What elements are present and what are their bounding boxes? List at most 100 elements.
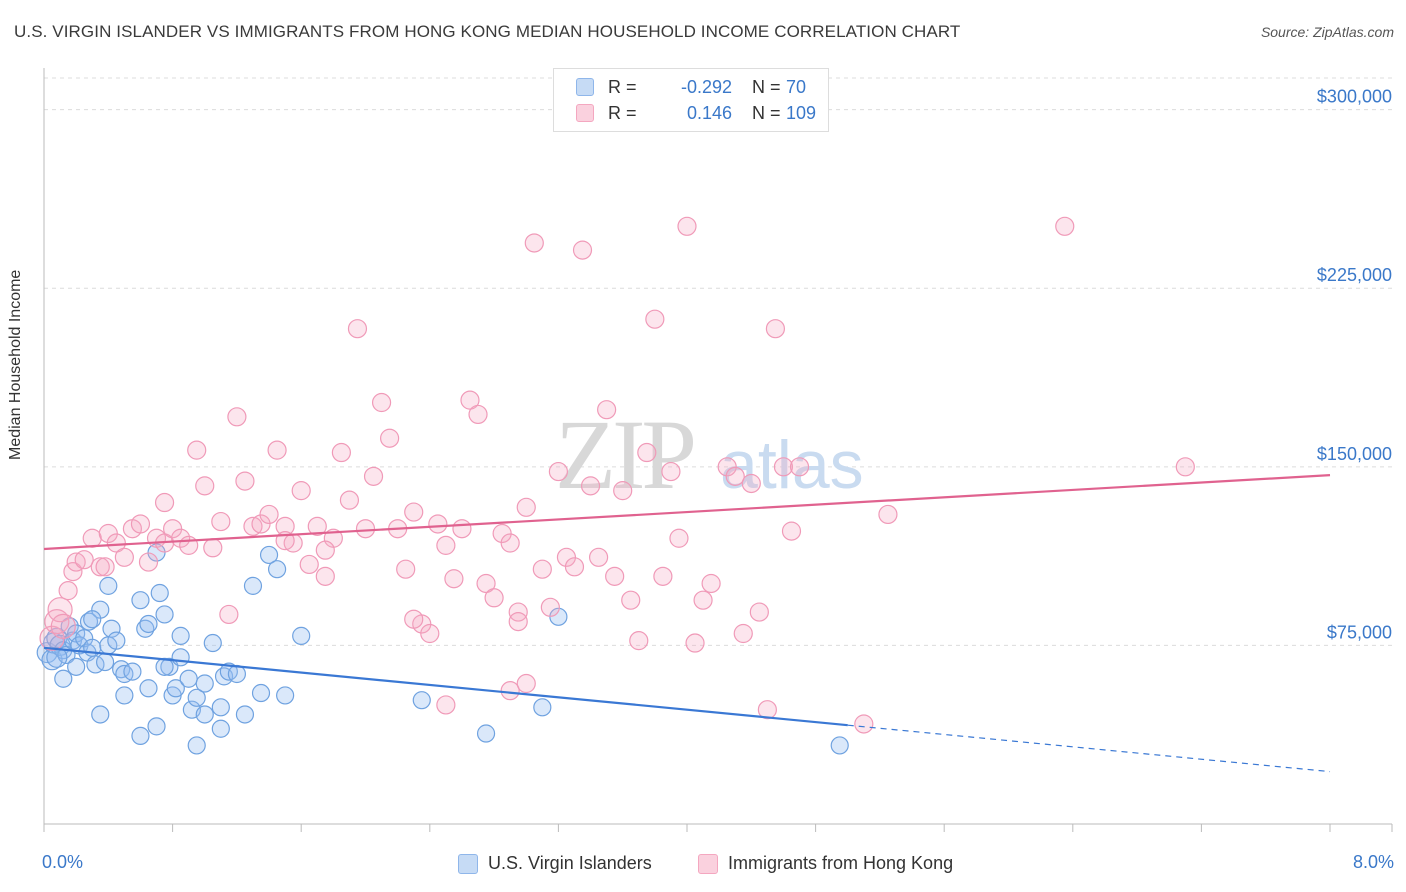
trend-line-virgin-islanders-extension [847,724,1331,773]
data-point-hong-kong [243,516,263,536]
data-point-hong-kong [267,440,287,460]
data-point-hong-kong [669,528,689,548]
watermark-zip: ZIP [555,399,693,510]
data-point-virgin-islanders [211,719,230,738]
data-point-hong-kong [404,502,424,522]
stats-n-value: 109 [786,103,817,123]
data-point-hong-kong [605,566,625,586]
data-point-hong-kong [371,392,392,413]
data-point-hong-kong [629,631,649,651]
data-point-virgin-islanders [46,646,68,668]
data-point-hong-kong [203,538,223,558]
data-point-hong-kong [90,557,110,577]
data-point-hong-kong [211,511,231,532]
data-point-hong-kong [460,390,480,410]
data-point-virgin-islanders [243,576,263,595]
data-point-hong-kong [516,497,536,517]
data-point-hong-kong [404,609,424,629]
data-point-hong-kong [701,573,721,594]
data-point-hong-kong [307,516,327,536]
data-point-hong-kong [524,233,544,253]
data-point-virgin-islanders [150,583,169,603]
data-point-virgin-islanders [171,648,190,667]
data-point-virgin-islanders [171,626,190,645]
data-point-hong-kong [572,240,593,260]
data-point-hong-kong [468,404,488,425]
legend-swatch-virgin-islanders [458,854,478,874]
data-point-hong-kong [355,519,376,539]
data-point-hong-kong [637,442,657,463]
y-tick-label: $225,000 [1317,265,1392,285]
data-point-virgin-islanders [533,698,552,717]
y-tick-label: $75,000 [1327,622,1392,642]
data-point-virgin-islanders [102,619,121,638]
data-point-hong-kong [540,597,560,617]
data-point-hong-kong [677,216,697,236]
data-point-virgin-islanders [830,736,849,755]
x-tick-label: 0.0% [42,852,83,872]
data-point-hong-kong [532,559,552,579]
data-point-virgin-islanders [276,686,295,705]
data-point-hong-kong [114,547,134,567]
y-axis-label: Median Household Income [7,269,24,460]
data-point-hong-kong [508,611,528,632]
legend-label: Immigrants from Hong Kong [728,853,954,873]
data-point-virgin-islanders [67,657,86,676]
data-point-hong-kong [613,481,633,501]
data-point-virgin-islanders [79,612,99,631]
data-point-virgin-islanders [195,705,214,724]
data-point-hong-kong [420,623,440,644]
data-point-hong-kong [179,535,199,555]
data-point-hong-kong [741,473,761,494]
data-point-hong-kong [396,559,416,579]
data-point-hong-kong [58,581,78,601]
data-point-hong-kong [299,554,319,575]
data-point-virgin-islanders [267,560,287,579]
data-point-hong-kong [347,319,368,339]
data-point-hong-kong [854,714,874,734]
correlation-stats-box: R = -0.292 N = 70 R = 0.146 N = 109 [553,68,829,132]
trend-line-hong-kong [43,474,1331,551]
stats-n-label: N = [752,77,781,97]
data-point-hong-kong [661,461,681,482]
data-point-hong-kong [363,466,384,486]
data-point-virgin-islanders [187,688,206,707]
data-point-virgin-islanders [195,674,214,693]
data-point-hong-kong [315,540,335,560]
data-point-virgin-islanders [259,545,279,565]
stats-r-label: R = [608,103,637,123]
data-point-virgin-islanders [83,610,102,629]
data-point-hong-kong [259,504,279,525]
data-point-hong-kong [154,492,175,513]
stats-swatch-hong-kong [576,104,594,122]
stats-n-label: N = [752,103,781,123]
data-point-hong-kong [548,461,569,482]
chart-title: U.S. VIRGIN ISLANDER VS IMMIGRANTS FROM … [14,22,961,41]
data-point-hong-kong [500,533,520,553]
y-tick-label: $150,000 [1317,444,1392,464]
data-point-hong-kong [187,440,207,460]
data-point-virgin-islanders [123,662,142,681]
data-point-hong-kong [588,547,609,567]
data-point-hong-kong [66,552,86,572]
data-point-virgin-islanders [91,705,110,724]
x-tick-label: 8.0% [1353,852,1394,872]
data-point-virgin-islanders [211,698,230,717]
data-point-virgin-islanders [115,686,134,705]
legend-swatch-hong-kong [698,854,718,874]
data-point-hong-kong [597,400,617,420]
data-point-hong-kong [781,521,802,541]
data-point-virgin-islanders [131,726,150,745]
data-point-hong-kong [749,602,769,622]
data-point-hong-kong [765,319,786,339]
data-point-virgin-islanders [203,633,222,653]
data-point-virgin-islanders [166,679,185,698]
data-point-hong-kong [685,633,705,653]
data-point-hong-kong [878,504,898,525]
data-point-virgin-islanders [139,614,158,634]
stats-n-value: 70 [786,77,807,97]
data-point-virgin-islanders [147,717,166,736]
data-point-hong-kong [653,566,673,586]
data-point-virgin-islanders [54,669,73,688]
data-point-hong-kong [50,613,76,639]
